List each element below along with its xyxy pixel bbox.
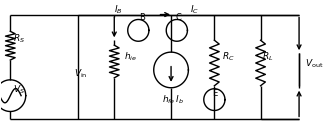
Text: $h_{ie}$: $h_{ie}$ — [124, 50, 137, 63]
Text: B: B — [140, 13, 145, 22]
Text: $R_S$: $R_S$ — [12, 32, 25, 45]
Text: $h_{fe}\,I_b$: $h_{fe}\,I_b$ — [162, 93, 184, 106]
Text: $R_L$: $R_L$ — [262, 50, 273, 63]
Text: C: C — [176, 13, 182, 22]
Text: $V_{\rm in}$: $V_{\rm in}$ — [74, 68, 87, 80]
Text: $I_B$: $I_B$ — [114, 3, 123, 16]
Text: $I_C$: $I_C$ — [190, 3, 199, 16]
Text: E: E — [212, 89, 217, 98]
Text: $V_S$: $V_S$ — [13, 83, 24, 96]
Text: $V_{\rm out}$: $V_{\rm out}$ — [305, 58, 323, 70]
Text: $R_C$: $R_C$ — [222, 50, 234, 63]
